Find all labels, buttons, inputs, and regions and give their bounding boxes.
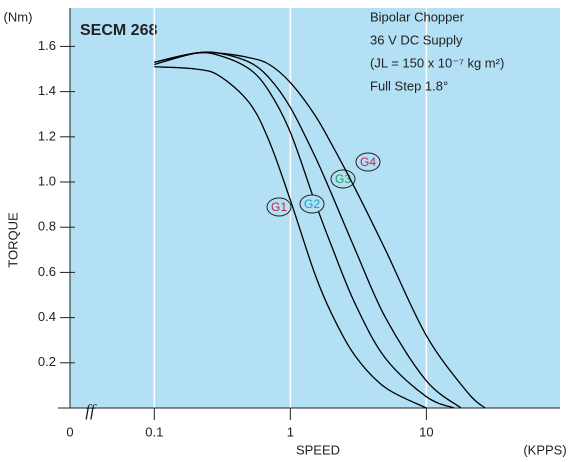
x-tick-label: 10 — [419, 424, 433, 439]
torque-curve — [154, 51, 486, 409]
y-tick-label: 1.6 — [38, 38, 56, 53]
curve-label-badge — [355, 152, 381, 172]
annotation: 36 V DC Supply — [370, 32, 463, 47]
y-tick-label: 0.8 — [38, 219, 56, 234]
y-unit: (Nm) — [4, 9, 33, 24]
curve-label: G2 — [304, 197, 320, 211]
curve-label: G3 — [335, 172, 351, 186]
axis-break: ff — [85, 401, 97, 420]
annotation: (JL = 150 x 10⁻⁷ kg m²) — [370, 55, 504, 70]
curve-label: G1 — [271, 200, 287, 214]
torque-curve — [154, 52, 455, 409]
chart-title: SECM 268 — [80, 22, 157, 39]
annotation: Bipolar Chopper — [370, 9, 465, 24]
x-origin-label: 0 — [66, 424, 73, 439]
y-tick-label: 1.0 — [38, 173, 56, 188]
torque-curve — [154, 66, 427, 409]
y-tick-label: 1.4 — [38, 83, 56, 98]
x-unit: (KPPS) — [523, 442, 566, 457]
x-tick-label: 1 — [287, 424, 294, 439]
x-axis-label: SPEED — [296, 442, 340, 457]
x-tick-label: 0.1 — [145, 424, 163, 439]
curve-label: G4 — [360, 155, 376, 169]
curve-label-badge — [299, 194, 325, 214]
y-axis-label: TORQUE — [5, 212, 20, 268]
y-tick-label: 0.6 — [38, 264, 56, 279]
annotation: Full Step 1.8° — [370, 78, 448, 93]
y-tick-label: 0.4 — [38, 309, 56, 324]
curve-label-badge — [266, 197, 292, 217]
curve-label-badge — [330, 169, 356, 189]
y-tick-label: 0.2 — [38, 354, 56, 369]
y-tick-label: 1.2 — [38, 128, 56, 143]
